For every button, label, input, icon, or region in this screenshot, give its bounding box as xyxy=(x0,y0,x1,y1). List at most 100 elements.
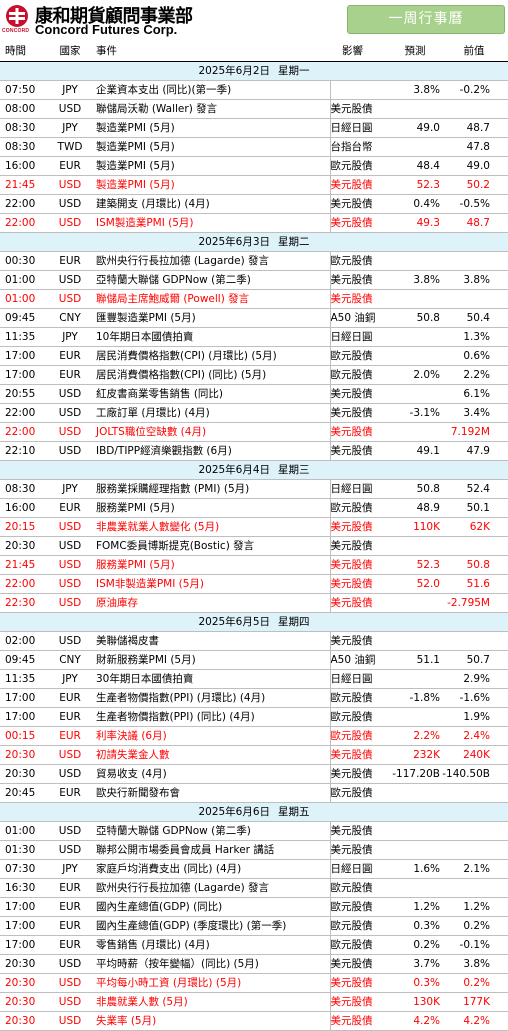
event-name: 貿易收支 (4月) xyxy=(94,764,330,784)
event-forecast: 3.8% xyxy=(390,80,440,100)
event-impact: 日經日圓 xyxy=(329,669,390,689)
event-country: USD xyxy=(46,213,94,233)
event-time: 21:45 xyxy=(0,555,46,575)
event-impact: 美元股債 xyxy=(329,821,390,841)
event-name: ISM製造業PMI (5月) xyxy=(94,213,330,233)
event-impact: 美元股債 xyxy=(329,384,390,404)
event-forecast xyxy=(390,707,440,727)
event-forecast: 0.2% xyxy=(390,935,440,955)
weekday-text: 星期四 xyxy=(278,616,310,628)
event-impact: 美元股債 xyxy=(329,194,390,214)
event-forecast: 130K xyxy=(390,992,440,1012)
event-forecast xyxy=(390,878,440,898)
event-country: JPY xyxy=(46,118,94,138)
event-previous: -2.795M xyxy=(440,593,508,613)
event-name: 非農業就業人數變化 (5月) xyxy=(94,517,330,537)
event-time: 11:35 xyxy=(0,327,46,347)
event-row: 17:00 EUR 生產者物價指數(PPI) (月環比) (4月) 歐元股債 -1.8%… xyxy=(0,688,508,708)
column-header-country: 國家 xyxy=(46,40,94,62)
date-row: 2025年6月3日 星期二 xyxy=(0,232,508,252)
event-forecast: 2.0% xyxy=(390,365,440,385)
event-time: 07:50 xyxy=(0,80,46,100)
event-forecast: 232K xyxy=(390,745,440,765)
event-row: 20:30 USD 非農就業人數 (5月) 美元股債 130K 177K xyxy=(0,992,508,1012)
event-forecast: 48.4 xyxy=(390,156,440,176)
event-name: 居民消費價格指數(CPI) (月環比) (5月) xyxy=(94,346,330,366)
event-country: EUR xyxy=(46,726,94,746)
event-time: 22:00 xyxy=(0,574,46,594)
event-time: 08:30 xyxy=(0,137,46,157)
event-forecast xyxy=(390,840,440,860)
event-previous: 2.2% xyxy=(440,365,508,385)
event-name: 歐州央行行長拉加德 (Lagarde) 發言 xyxy=(94,251,330,271)
event-previous: 1.9% xyxy=(440,707,508,727)
date-row: 2025年6月5日 星期四 xyxy=(0,612,508,632)
event-forecast xyxy=(390,99,440,119)
column-header-impact: 影響 xyxy=(330,40,390,62)
event-forecast xyxy=(390,346,440,366)
event-previous: 50.8 xyxy=(440,555,508,575)
event-country: EUR xyxy=(46,707,94,727)
logo-subtext: CONCORD xyxy=(2,28,30,34)
date-row: 2025年6月4日 星期三 xyxy=(0,460,508,480)
event-row: 20:30 USD 平均時薪（按年變幅）(同比) (5月) 美元股債 3.7% 3.8% xyxy=(0,954,508,974)
event-name: 製造業PMI (5月) xyxy=(94,156,330,176)
event-row: 21:45 USD 製造業PMI (5月) 美元股債 52.3 50.2 xyxy=(0,175,508,195)
event-row: 22:00 USD 工廠訂單 (月環比) (4月) 美元股債 -3.1% 3.4% xyxy=(0,403,508,423)
event-time: 16:30 xyxy=(0,878,46,898)
event-impact: 美元股債 xyxy=(329,992,390,1012)
event-time: 20:55 xyxy=(0,384,46,404)
event-time: 20:30 xyxy=(0,954,46,974)
event-impact: 美元股債 xyxy=(329,403,390,423)
event-previous: -1.6% xyxy=(440,688,508,708)
event-previous: 2.4% xyxy=(440,726,508,746)
event-row: 17:00 EUR 國內生產總值(GDP) (同比) 歐元股債 1.2% 1.2% xyxy=(0,897,508,917)
event-country: USD xyxy=(46,289,94,309)
event-name: 歐央行新聞發布會 xyxy=(94,783,330,803)
event-name: 失業率 (5月) xyxy=(94,1011,330,1031)
event-impact: 歐元股債 xyxy=(329,251,390,271)
column-header-forecast: 預測 xyxy=(390,40,440,62)
event-previous: 47.8 xyxy=(440,137,508,157)
date-text: 2025年6月3日 xyxy=(198,236,271,248)
event-impact: 美元股債 xyxy=(329,270,390,290)
event-row: 01:00 USD 聯儲局主席鮑威爾 (Powell) 發言 美元股債 xyxy=(0,289,508,309)
event-impact: 歐元股債 xyxy=(329,726,390,746)
event-impact: 歐元股債 xyxy=(329,498,390,518)
event-forecast: 0.4% xyxy=(390,194,440,214)
event-impact: 歐元股債 xyxy=(329,935,390,955)
event-name: 平均時薪（按年變幅）(同比) (5月) xyxy=(94,954,330,974)
event-row: 16:30 EUR 歐州央行行長拉加德 (Lagarde) 發言 歐元股債 xyxy=(0,878,508,898)
event-time: 21:45 xyxy=(0,175,46,195)
event-time: 20:30 xyxy=(0,973,46,993)
event-forecast: 2.2% xyxy=(390,726,440,746)
weekday-text: 星期二 xyxy=(278,236,310,248)
event-country: USD xyxy=(46,1011,94,1031)
event-forecast: 0.3% xyxy=(390,916,440,936)
event-forecast xyxy=(390,422,440,442)
event-previous: 51.6 xyxy=(440,574,508,594)
event-time: 09:45 xyxy=(0,650,46,670)
event-forecast: 49.0 xyxy=(390,118,440,138)
event-time: 20:30 xyxy=(0,1011,46,1031)
event-name: 美聯儲褐皮書 xyxy=(94,631,330,651)
event-previous: 2.9% xyxy=(440,669,508,689)
event-country: JPY xyxy=(46,479,94,499)
event-country: USD xyxy=(46,745,94,765)
event-row: 20:30 USD 貿易收支 (4月) 美元股債 -117.20B -140.50B xyxy=(0,764,508,784)
event-time: 01:00 xyxy=(0,821,46,841)
event-row: 17:00 EUR 居民消費價格指數(CPI) (月環比) (5月) 歐元股債 0.6% xyxy=(0,346,508,366)
event-time: 17:00 xyxy=(0,688,46,708)
event-impact: 美元股債 xyxy=(329,213,390,233)
event-previous: 50.7 xyxy=(440,650,508,670)
event-impact: A50 油銅 xyxy=(329,308,390,328)
weekday-text: 星期三 xyxy=(278,464,310,476)
event-time: 20:30 xyxy=(0,992,46,1012)
event-previous: 50.1 xyxy=(440,498,508,518)
event-previous: 1.3% xyxy=(440,327,508,347)
event-name: 10年期日本國債拍賣 xyxy=(94,327,330,347)
date-label: 2025年6月2日 星期一 xyxy=(0,61,508,81)
event-country: EUR xyxy=(46,251,94,271)
event-country: EUR xyxy=(46,156,94,176)
event-previous: -140.50B xyxy=(440,764,508,784)
